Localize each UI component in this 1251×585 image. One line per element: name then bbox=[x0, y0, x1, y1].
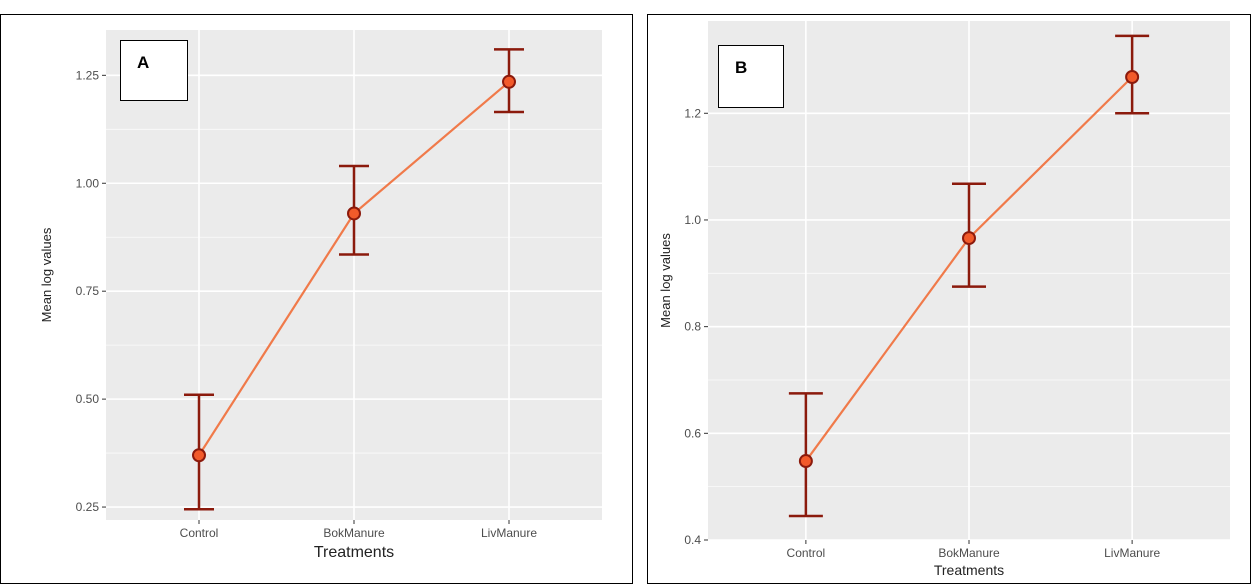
x-tick-label: Control bbox=[787, 546, 826, 560]
x-axis-title: Treatments bbox=[934, 562, 1004, 578]
y-tick-label: 1.25 bbox=[76, 68, 100, 82]
data-point bbox=[347, 206, 361, 221]
x-tick-label: LivManure bbox=[1104, 546, 1160, 560]
data-point bbox=[1125, 70, 1140, 85]
data-point bbox=[192, 448, 206, 463]
data-point bbox=[962, 231, 976, 246]
x-axis-title: Treatments bbox=[314, 544, 394, 561]
chart-a-svg: 0.25 0.50 0.75 1.00 1.25 Control BokManure LivM… bbox=[39, 30, 602, 561]
x-tick-label: BokManure bbox=[938, 546, 1000, 560]
x-tick-label: BokManure bbox=[323, 526, 385, 540]
y-tick-label: 1.0 bbox=[684, 213, 701, 227]
panel-label-b: B bbox=[718, 45, 784, 108]
y-tick-label: 0.8 bbox=[684, 320, 701, 334]
y-tick-label: 0.50 bbox=[76, 392, 100, 406]
x-tick-label: Control bbox=[180, 526, 219, 540]
chart-panel-a: 0.25 0.50 0.75 1.00 1.25 Control BokManure LivM… bbox=[0, 14, 633, 584]
chart-panel-b: 0.4 0.6 0.8 1.0 1.2 Control BokManure LivManure… bbox=[647, 14, 1251, 584]
y-axis-title: Mean log values bbox=[658, 233, 673, 328]
y-tick-label: 0.6 bbox=[684, 426, 701, 440]
data-point bbox=[502, 74, 516, 89]
y-tick-label: 1.00 bbox=[76, 176, 100, 190]
x-tick-label: LivManure bbox=[481, 526, 537, 540]
chart-b-svg: 0.4 0.6 0.8 1.0 1.2 Control BokManure LivManure… bbox=[658, 21, 1230, 578]
y-tick-label: 0.4 bbox=[684, 533, 701, 547]
y-axis-title: Mean log values bbox=[39, 227, 54, 322]
y-tick-label: 0.25 bbox=[76, 500, 100, 514]
y-tick-label: 1.2 bbox=[684, 106, 701, 120]
y-tick-label: 0.75 bbox=[76, 284, 100, 298]
panel-label-a: A bbox=[120, 40, 188, 101]
data-point bbox=[798, 454, 813, 469]
